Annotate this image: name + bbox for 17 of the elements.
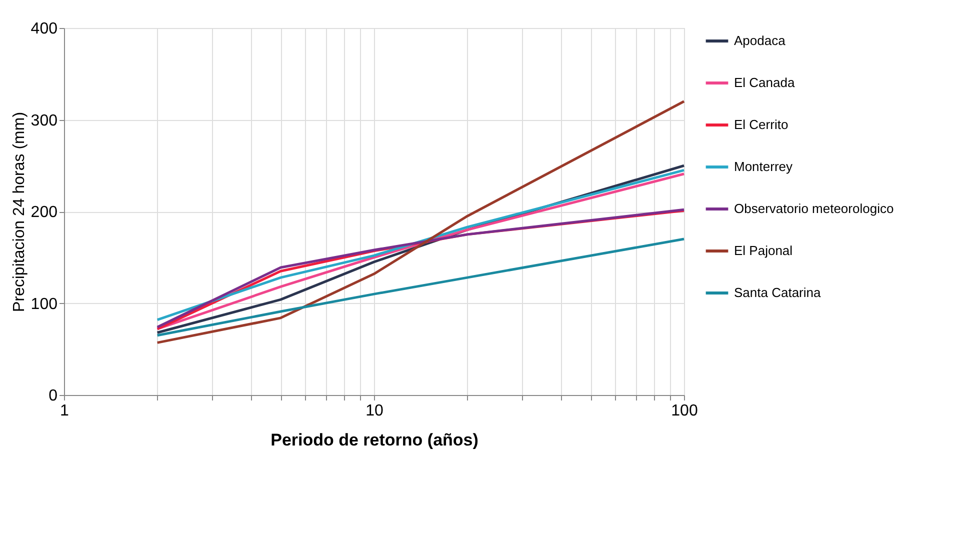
y-tick-label: 200 (30, 204, 58, 221)
x-tick-label: 1 (60, 402, 70, 420)
y-axis-title: Precipitacion 24 horas (mm) (10, 112, 28, 312)
legend-label: El Pajonal (734, 243, 793, 258)
x-tick-label: 10 (366, 402, 384, 420)
y-tick-label: 400 (30, 20, 58, 38)
y-tick-label: 300 (30, 112, 58, 130)
x-axis-title: Periodo de retorno (años) (270, 430, 478, 450)
legend-label: Santa Catarina (734, 285, 822, 300)
y-tick-label: 0 (48, 388, 58, 404)
legend-label: Monterrey (734, 159, 794, 174)
legend-label: Apodaca (734, 33, 786, 48)
y-tick-label: 100 (30, 296, 58, 313)
legend-label: Observatorio meteorologico (734, 201, 894, 216)
legend-label: El Cerrito (734, 117, 788, 132)
x-tick-label: 100 (671, 402, 698, 420)
legend-label: El Canada (734, 75, 796, 90)
